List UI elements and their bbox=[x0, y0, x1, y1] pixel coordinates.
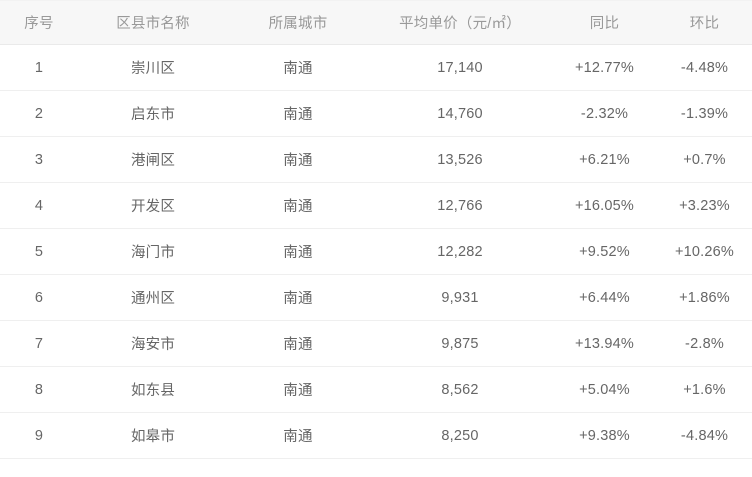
cell-month-over-month: +1.86% bbox=[657, 274, 752, 321]
column-header-year-over-year: 同比 bbox=[552, 0, 657, 45]
cell-district-name: 启东市 bbox=[78, 90, 228, 137]
regional-price-table: 序号 区县市名称 所属城市 平均单价（元/㎡） 同比 环比 1 崇川区 南通 17,1… bbox=[0, 0, 752, 459]
table-row[interactable]: 7 海安市 南通 9,875 +13.94% -2.8% bbox=[0, 320, 752, 367]
cell-average-price: 9,931 bbox=[368, 274, 552, 321]
price-table-container: 序号 区县市名称 所属城市 平均单价（元/㎡） 同比 环比 1 崇川区 南通 17,1… bbox=[0, 0, 752, 459]
cell-district-name: 崇川区 bbox=[78, 44, 228, 91]
cell-index: 5 bbox=[0, 228, 78, 275]
table-row[interactable]: 1 崇川区 南通 17,140 +12.77% -4.48% bbox=[0, 44, 752, 91]
cell-month-over-month: +10.26% bbox=[657, 228, 752, 275]
cell-year-over-year: +16.05% bbox=[552, 182, 657, 229]
cell-average-price: 17,140 bbox=[368, 44, 552, 91]
cell-average-price: 12,766 bbox=[368, 182, 552, 229]
column-header-index: 序号 bbox=[0, 0, 78, 45]
cell-city: 南通 bbox=[228, 182, 368, 229]
cell-district-name: 海门市 bbox=[78, 228, 228, 275]
cell-year-over-year: +13.94% bbox=[552, 320, 657, 367]
cell-district-name: 港闸区 bbox=[78, 136, 228, 183]
cell-average-price: 9,875 bbox=[368, 320, 552, 367]
cell-city: 南通 bbox=[228, 44, 368, 91]
cell-index: 4 bbox=[0, 182, 78, 229]
cell-city: 南通 bbox=[228, 228, 368, 275]
cell-month-over-month: +0.7% bbox=[657, 136, 752, 183]
column-header-city: 所属城市 bbox=[228, 0, 368, 45]
table-row[interactable]: 9 如皋市 南通 8,250 +9.38% -4.84% bbox=[0, 412, 752, 459]
cell-index: 7 bbox=[0, 320, 78, 367]
cell-month-over-month: +3.23% bbox=[657, 182, 752, 229]
cell-index: 6 bbox=[0, 274, 78, 321]
cell-average-price: 12,282 bbox=[368, 228, 552, 275]
cell-index: 9 bbox=[0, 412, 78, 459]
table-row[interactable]: 8 如东县 南通 8,562 +5.04% +1.6% bbox=[0, 366, 752, 413]
table-header-row: 序号 区县市名称 所属城市 平均单价（元/㎡） 同比 环比 bbox=[0, 0, 752, 45]
cell-year-over-year: +5.04% bbox=[552, 366, 657, 413]
cell-month-over-month: -1.39% bbox=[657, 90, 752, 137]
cell-city: 南通 bbox=[228, 90, 368, 137]
cell-year-over-year: +12.77% bbox=[552, 44, 657, 91]
cell-district-name: 如皋市 bbox=[78, 412, 228, 459]
column-header-average-price: 平均单价（元/㎡） bbox=[368, 0, 552, 45]
cell-month-over-month: -4.48% bbox=[657, 44, 752, 91]
cell-year-over-year: +6.44% bbox=[552, 274, 657, 321]
cell-city: 南通 bbox=[228, 274, 368, 321]
cell-city: 南通 bbox=[228, 136, 368, 183]
cell-average-price: 13,526 bbox=[368, 136, 552, 183]
cell-month-over-month: +1.6% bbox=[657, 366, 752, 413]
cell-district-name: 如东县 bbox=[78, 366, 228, 413]
cell-year-over-year: +9.52% bbox=[552, 228, 657, 275]
table-header: 序号 区县市名称 所属城市 平均单价（元/㎡） 同比 环比 bbox=[0, 0, 752, 45]
cell-average-price: 8,562 bbox=[368, 366, 552, 413]
column-header-district-name: 区县市名称 bbox=[78, 0, 228, 45]
cell-year-over-year: +6.21% bbox=[552, 136, 657, 183]
cell-average-price: 8,250 bbox=[368, 412, 552, 459]
table-row[interactable]: 3 港闸区 南通 13,526 +6.21% +0.7% bbox=[0, 136, 752, 183]
cell-index: 2 bbox=[0, 90, 78, 137]
cell-average-price: 14,760 bbox=[368, 90, 552, 137]
cell-month-over-month: -2.8% bbox=[657, 320, 752, 367]
cell-district-name: 海安市 bbox=[78, 320, 228, 367]
table-row[interactable]: 2 启东市 南通 14,760 -2.32% -1.39% bbox=[0, 90, 752, 137]
cell-year-over-year: -2.32% bbox=[552, 90, 657, 137]
cell-district-name: 通州区 bbox=[78, 274, 228, 321]
cell-month-over-month: -4.84% bbox=[657, 412, 752, 459]
cell-year-over-year: +9.38% bbox=[552, 412, 657, 459]
table-row[interactable]: 5 海门市 南通 12,282 +9.52% +10.26% bbox=[0, 228, 752, 275]
cell-city: 南通 bbox=[228, 320, 368, 367]
cell-city: 南通 bbox=[228, 366, 368, 413]
cell-index: 3 bbox=[0, 136, 78, 183]
table-row[interactable]: 4 开发区 南通 12,766 +16.05% +3.23% bbox=[0, 182, 752, 229]
table-bottom-spacer bbox=[0, 459, 752, 477]
column-header-month-over-month: 环比 bbox=[657, 0, 752, 45]
cell-city: 南通 bbox=[228, 412, 368, 459]
cell-index: 8 bbox=[0, 366, 78, 413]
table-row[interactable]: 6 通州区 南通 9,931 +6.44% +1.86% bbox=[0, 274, 752, 321]
cell-index: 1 bbox=[0, 44, 78, 91]
cell-district-name: 开发区 bbox=[78, 182, 228, 229]
table-body: 1 崇川区 南通 17,140 +12.77% -4.48% 2 启东市 南通 14,760 -2.… bbox=[0, 44, 752, 459]
